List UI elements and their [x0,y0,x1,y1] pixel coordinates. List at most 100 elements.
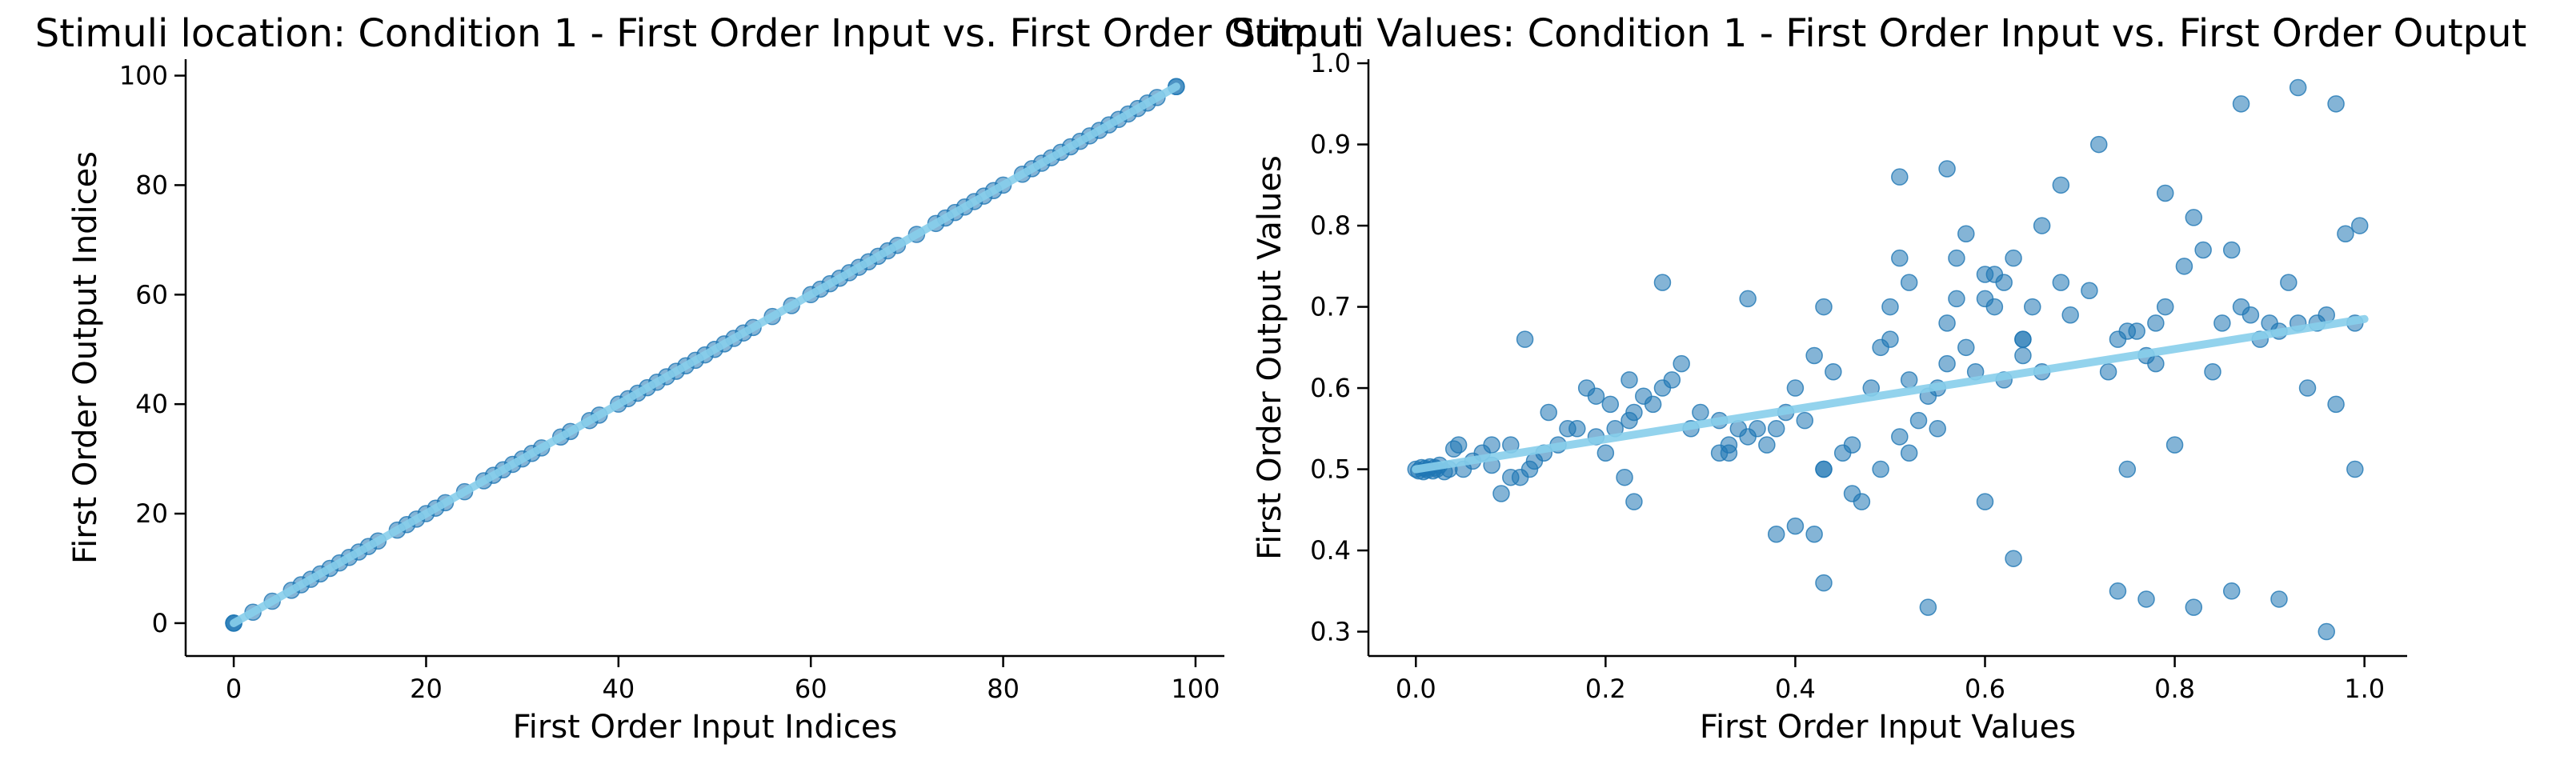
plot-area [1407,78,2369,641]
data-point [1483,436,1500,454]
data-point [2118,460,2137,478]
data-point [2128,322,2145,340]
x-tick-label: 0.6 [1965,674,2005,704]
tick-group: 0.0 0.2 0.4 0.6 0.8 1.0 0.3 0.4 0.5 0.6 0.7 0.8 0.9 1… [1310,48,2385,704]
data-point [1625,493,1643,510]
y-tick-label: 80 [135,170,168,200]
y-tick-label: 1.0 [1310,48,1351,78]
data-point [1919,598,1937,616]
data-point [1663,371,1681,389]
data-point [2081,282,2098,300]
chart-title: Stimuli Values: Condition 1 - First Orde… [1232,11,2527,56]
data-point [1900,274,1918,291]
y-axis-label: First Order Output Indices [67,151,104,564]
data-point [1815,574,1833,592]
x-tick-label: 0.0 [1396,674,1436,704]
y-tick-label: 60 [135,279,168,310]
data-point [1644,395,1662,414]
data-point [2014,346,2032,365]
data-point [1843,436,1861,454]
data-point [1749,420,1766,438]
data-point [2024,298,2041,316]
data-point [2327,395,2345,414]
data-point [2014,330,2032,348]
y-tick-label: 0.5 [1310,454,1351,485]
data-point [2147,354,2165,373]
data-point [2109,582,2127,600]
data-point [1767,420,1785,438]
data-point [1815,460,1833,478]
data-point [1587,387,1605,405]
x-tick-label: 60 [795,674,827,704]
x-tick-label: 40 [602,674,635,704]
data-point [2099,363,2117,381]
data-point [2350,217,2369,234]
y-tick-label: 0.3 [1310,617,1351,647]
data-point [1653,274,1672,291]
data-point [1948,290,1965,308]
data-point [1492,485,1510,502]
data-point [1948,249,1965,267]
x-tick-label: 0.4 [1775,674,1816,704]
data-point [1596,444,1615,462]
data-point [1957,338,1975,357]
data-point [1909,411,1928,430]
data-point [1929,420,1946,438]
x-tick-label: 80 [987,674,1020,704]
x-tick-label: 0 [226,674,242,704]
x-tick-label: 20 [410,674,443,704]
data-point [2346,460,2364,478]
data-point [1601,395,1620,414]
data-point [1900,371,1918,389]
data-point [2137,590,2155,608]
y-tick-label: 0.7 [1310,292,1351,322]
data-point [1516,330,1534,348]
data-point [1621,371,1638,389]
y-tick-label: 40 [135,389,168,419]
x-axis-label: First Order Input Indices [513,709,898,746]
data-point [1625,403,1643,422]
data-point [2052,176,2070,194]
data-point [1938,314,1956,332]
data-point [1796,411,1814,430]
data-point [1881,330,1899,348]
trend-line [230,82,1180,627]
data-point [1957,225,1975,242]
data-point [1805,346,1823,365]
data-point [1673,354,1690,373]
data-point [1786,379,1805,397]
data-point [1758,436,1776,454]
data-point [2222,241,2241,259]
data-point [1449,436,1468,454]
data-point [1843,485,1861,502]
y-tick-label: 100 [119,61,168,91]
data-point [2005,550,2022,567]
plot-area [225,78,1185,632]
data-point [2318,622,2335,641]
data-point [1891,249,1909,267]
data-point [1739,290,1757,308]
y-tick-label: 0 [152,608,168,638]
data-point [2156,298,2174,316]
data-point [2337,225,2354,242]
x-tick-label: 100 [1171,674,1220,704]
trend-line [1412,314,2369,474]
data-point [2033,217,2051,234]
data-point [2185,598,2203,616]
data-point [2005,249,2022,267]
data-point [2204,363,2221,381]
y-tick-label: 0.9 [1310,130,1351,160]
y-axis-label: First Order Output Values [1252,155,1288,560]
data-point [1985,298,2004,316]
y-tick-label: 0.8 [1310,210,1351,241]
data-point [2194,241,2212,259]
x-axis-label: First Order Input Values [1700,709,2076,746]
data-point [1938,160,1956,178]
data-point [1976,266,1994,283]
data-point [2298,379,2317,397]
data-point [2289,78,2307,97]
data-point [1938,354,1956,373]
x-tick-label: 0.8 [2154,674,2195,704]
data-point [2175,258,2193,275]
data-point [2280,274,2298,291]
